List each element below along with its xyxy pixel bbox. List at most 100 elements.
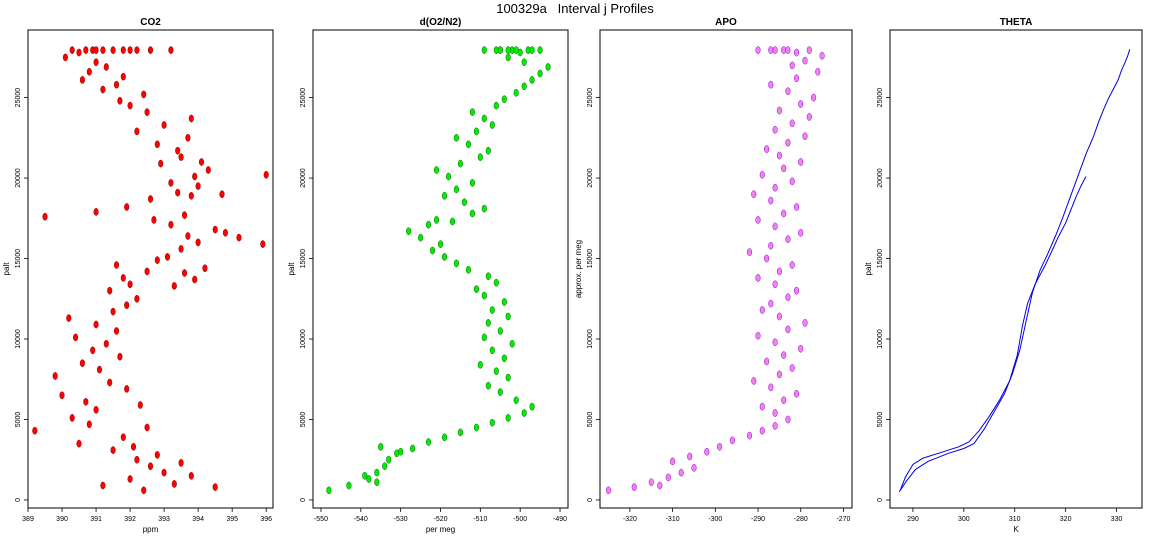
data-point <box>124 385 130 393</box>
data-point <box>441 191 448 200</box>
data-point <box>171 282 177 290</box>
x-tick-label: 290 <box>907 516 919 523</box>
data-point <box>793 286 800 295</box>
data-point <box>505 312 511 321</box>
data-point <box>781 164 787 173</box>
x-tick-label: -530 <box>394 516 408 523</box>
y-tick-label: 10000 <box>300 329 307 349</box>
data-point <box>605 486 612 495</box>
data-point <box>457 159 463 168</box>
data-point <box>513 88 519 97</box>
data-point <box>378 442 384 451</box>
y-tick-label: 20000 <box>15 168 22 188</box>
data-point <box>776 267 782 276</box>
data-point <box>751 190 757 199</box>
plot-frame <box>889 29 1143 509</box>
data-point <box>171 480 177 488</box>
data-point <box>134 294 140 303</box>
y-tick-label: 25000 <box>300 88 307 108</box>
data-point <box>481 333 487 342</box>
y-tick-label: 5000 <box>15 412 22 428</box>
data-point <box>127 475 133 483</box>
data-point <box>505 53 511 62</box>
data-point <box>537 69 543 78</box>
data-point <box>66 314 72 322</box>
y-tick-label: 0 <box>877 498 884 502</box>
data-point <box>457 428 463 437</box>
data-point <box>755 331 761 340</box>
data-point <box>418 233 424 242</box>
data-point <box>521 409 527 417</box>
data-point <box>110 307 116 316</box>
data-point <box>195 238 201 247</box>
data-point <box>806 113 812 121</box>
data-point <box>178 459 184 467</box>
data-point <box>445 172 452 181</box>
data-point <box>729 436 735 445</box>
data-point <box>212 225 218 234</box>
data-point <box>154 451 160 459</box>
data-point <box>501 298 507 306</box>
data-point <box>441 253 448 261</box>
data-point <box>461 198 467 207</box>
data-point <box>96 365 103 374</box>
data-point <box>130 442 137 451</box>
data-point <box>198 158 205 166</box>
data-point <box>759 402 765 411</box>
data-point <box>93 46 99 54</box>
data-point <box>32 426 38 435</box>
x-tick-label: -290 <box>751 516 765 523</box>
y-axis-label: palt <box>287 262 296 276</box>
data-point <box>772 280 778 289</box>
data-point <box>529 402 535 411</box>
data-point <box>154 140 160 149</box>
y-tick-label: 5000 <box>877 412 884 428</box>
data-point <box>236 233 242 242</box>
plot-frame <box>27 29 274 509</box>
data-point <box>489 346 495 355</box>
data-point <box>521 58 527 67</box>
data-point <box>178 153 184 161</box>
data-point <box>481 114 487 123</box>
data-point <box>781 396 787 405</box>
panel-title: d(O2/N2) <box>420 17 462 28</box>
data-point <box>263 170 269 179</box>
data-point <box>79 359 85 368</box>
data-point <box>73 333 79 342</box>
data-point <box>76 48 82 57</box>
data-point <box>181 211 188 219</box>
data-point <box>188 114 194 123</box>
y-axis-label: palt <box>864 262 873 276</box>
data-point <box>776 106 782 115</box>
y-tick-label: 25000 <box>877 88 884 108</box>
data-point <box>437 240 444 248</box>
y-axis-label: approx. per meg <box>574 240 583 298</box>
data-point <box>781 209 787 218</box>
data-point <box>168 46 174 54</box>
data-point <box>144 108 150 116</box>
data-point <box>746 248 753 256</box>
y-tick-label: 5000 <box>587 412 594 428</box>
data-point <box>147 462 154 471</box>
data-point <box>764 357 770 366</box>
data-point <box>657 481 663 490</box>
data-point <box>151 216 157 224</box>
data-point <box>175 188 181 197</box>
data-point <box>768 46 774 54</box>
data-point <box>433 166 440 174</box>
data-point <box>785 235 791 244</box>
data-point <box>42 212 48 221</box>
x-tick-label: -300 <box>708 516 722 523</box>
data-point <box>110 46 116 54</box>
data-point <box>768 196 774 205</box>
data-point <box>473 423 479 432</box>
x-tick-label: 390 <box>56 516 68 523</box>
data-point <box>497 46 503 54</box>
data-point <box>83 397 89 406</box>
data-point <box>374 478 380 487</box>
data-point <box>789 61 795 70</box>
data-point <box>798 100 804 108</box>
x-tick-label: -270 <box>836 516 850 523</box>
data-point <box>798 344 804 353</box>
x-axis-label: ppm <box>143 525 159 534</box>
